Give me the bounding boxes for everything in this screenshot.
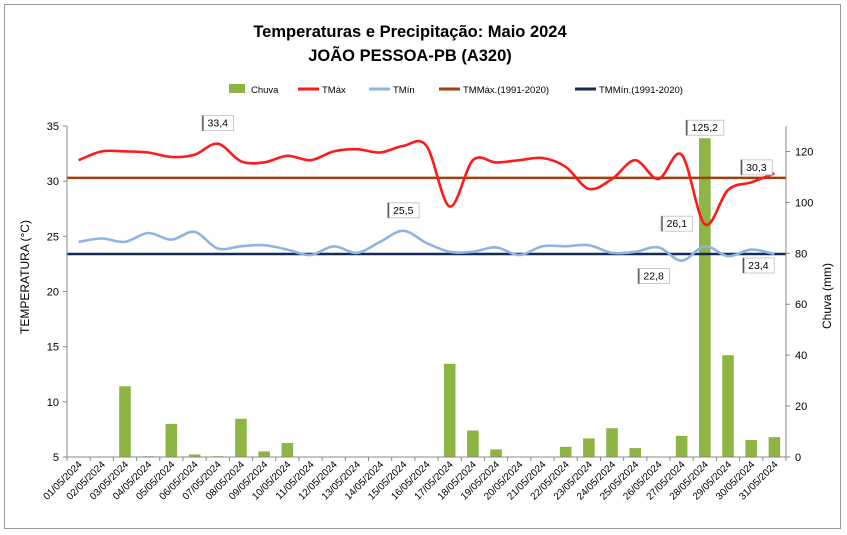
- y-left-tick-label: 35: [47, 121, 59, 133]
- bar-chuva: [559, 446, 572, 457]
- y-left-tick-label: 15: [47, 342, 59, 354]
- chart-subtitle: JOÃO PESSOA-PB (A320): [308, 45, 512, 65]
- y-left-tick-label: 5: [53, 452, 59, 464]
- y-right-tick-label: 20: [795, 401, 807, 413]
- y-right-tick-label: 0: [795, 452, 801, 464]
- data-label-box: [660, 215, 694, 232]
- y-left-tick-label: 20: [47, 287, 59, 299]
- chart-frame: Temperaturas e Precipitação: Maio 2024 J…: [4, 4, 841, 529]
- bar-chuva: [258, 451, 270, 457]
- data-label-box: [201, 115, 234, 132]
- legend-label: TMMáx.(1991-2020): [463, 85, 549, 96]
- data-label: 23,4: [748, 260, 769, 272]
- bar-chuva: [490, 449, 502, 457]
- bar-chuva: [722, 355, 734, 457]
- line-tmax: [78, 139, 775, 227]
- bar-chuva: [119, 386, 131, 457]
- legend-label: TMín: [393, 85, 415, 96]
- chart-title: Temperaturas e Precipitação: Maio 2024: [253, 23, 567, 41]
- data-label-box: [742, 257, 775, 274]
- bar-chuva: [281, 442, 294, 457]
- line-tmin: [78, 229, 775, 262]
- y-left-tick-label: 25: [47, 231, 59, 243]
- y-right-tick-label: 80: [795, 248, 807, 260]
- legend: Chuva TMáx TMín TMMáx.(1991-2020) TMMín.(199…: [229, 84, 683, 96]
- data-label-box: [740, 159, 773, 176]
- legend-label: TMáx: [322, 85, 346, 96]
- data-label: 26,1: [667, 218, 688, 230]
- data-label: 33,4: [208, 118, 229, 130]
- bar-chuva: [165, 423, 178, 457]
- data-label: 30,3: [746, 162, 767, 174]
- bar-chuva: [235, 418, 247, 457]
- bar-chuva: [583, 438, 595, 457]
- bar-chuva: [443, 363, 456, 457]
- y-right-tick-label: 60: [795, 299, 807, 311]
- y-right-tick-label: 40: [795, 350, 807, 362]
- y-left-tick-label: 30: [47, 176, 59, 188]
- data-label: 125,2: [692, 122, 718, 134]
- bar-chuva: [467, 430, 479, 457]
- data-label-box: [685, 119, 725, 136]
- data-label: 22,8: [643, 271, 664, 283]
- y-axis-left-label: TEMPERATURA (°C): [18, 220, 32, 334]
- data-label-box: [387, 202, 420, 219]
- y-left-tick-label: 10: [47, 397, 59, 409]
- y-right-tick-label: 100: [795, 197, 813, 209]
- y-right-tick-label: 120: [795, 146, 813, 158]
- bar-chuva: [606, 428, 618, 457]
- legend-swatch: [229, 84, 245, 93]
- y-axis-right-label: Chuva (mm): [820, 263, 834, 329]
- chart: Temperaturas e Precipitação: Maio 2024 J…: [18, 23, 834, 503]
- legend-label: TMMín.(1991-2020): [599, 85, 683, 96]
- bar-chuva: [745, 439, 758, 457]
- bar-chuva: [699, 138, 711, 457]
- data-label: 25,5: [393, 205, 414, 217]
- data-label-box: [637, 268, 670, 285]
- bar-chuva: [675, 435, 688, 457]
- bar-chuva: [768, 437, 781, 457]
- bar-chuva: [629, 448, 642, 457]
- legend-label: Chuva: [251, 85, 279, 96]
- bar-chuva: [188, 454, 201, 457]
